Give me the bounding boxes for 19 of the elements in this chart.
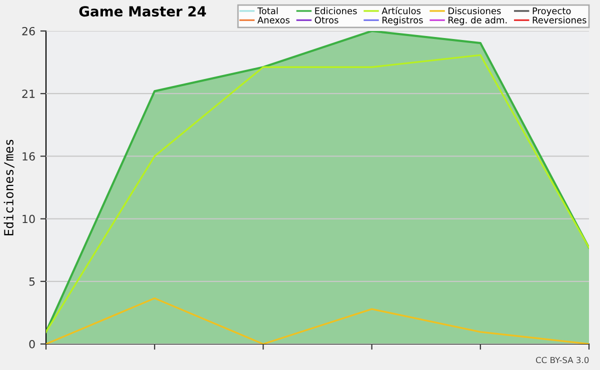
legend-label: Total	[257, 7, 278, 14]
legend-label: Artículos	[382, 6, 421, 14]
legend-label: Reversiones	[532, 16, 586, 24]
legend-label: Otros	[314, 16, 338, 24]
legend-label: Discusiones	[448, 7, 501, 14]
text: CC BY-SA 3.0	[536, 356, 589, 364]
legend-label: Anexos	[257, 16, 290, 24]
y-tick-label: 10	[22, 214, 35, 224]
legend-label: Ediciones	[315, 7, 357, 14]
y-tick-label: 5	[29, 278, 35, 286]
legend-label: Registros	[382, 16, 423, 26]
y-tick-label: 16	[22, 152, 35, 161]
chart-title: Game Master 24	[79, 6, 206, 17]
y-tick-label: 0	[29, 340, 35, 348]
legend-label: Proyecto	[532, 8, 571, 16]
y-tick-label: 21	[22, 90, 35, 98]
y-axis-title: Ediciones/mes	[4, 140, 14, 236]
legend-label: Reg. de adm.	[448, 16, 507, 26]
y-tick-label: 26	[22, 26, 35, 36]
